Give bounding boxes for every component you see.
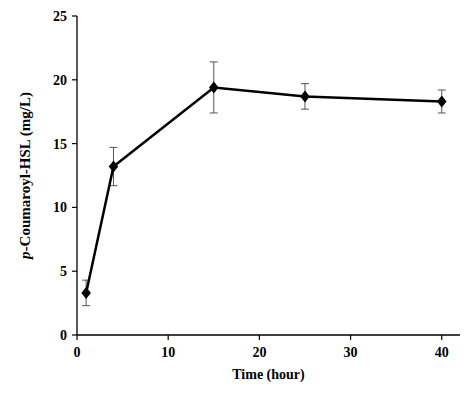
data-line: [86, 87, 442, 292]
y-tick: [72, 79, 77, 80]
error-bar: [210, 62, 218, 113]
data-point: [109, 161, 119, 173]
x-tick: [441, 335, 442, 340]
x-tick-label: 20: [252, 345, 266, 360]
error-bar: [301, 84, 309, 110]
y-tick: [72, 334, 77, 335]
y-tick-label: 15: [53, 137, 67, 152]
y-tick-label: 5: [60, 264, 67, 279]
x-tick: [168, 335, 169, 340]
x-tick: [259, 335, 260, 340]
data-point: [209, 81, 219, 93]
y-tick: [72, 15, 77, 16]
x-axis: [77, 334, 460, 335]
error-cap: [301, 109, 309, 110]
data-point: [300, 90, 310, 102]
x-tick: [350, 335, 351, 340]
data-point: [437, 95, 447, 107]
x-tick: [76, 335, 77, 340]
y-tick: [72, 207, 77, 208]
y-axis-label-part: -Coumaroyl-HSL (mg/L): [17, 92, 34, 251]
y-tick: [72, 143, 77, 144]
error-bar: [438, 90, 446, 113]
x-tick-label: 0: [74, 345, 81, 360]
y-tick-label: 0: [60, 328, 67, 343]
y-tick-label: 10: [53, 200, 67, 215]
error-cap: [109, 147, 117, 148]
y-axis-label: p-Coumaroyl-HSL (mg/L): [17, 92, 34, 261]
y-tick-label: 20: [53, 73, 67, 88]
x-axis-label: Time (hour): [232, 367, 305, 383]
y-tick-label: 25: [53, 9, 67, 24]
plot-area: [81, 62, 446, 306]
y-axis: [76, 16, 77, 335]
error-cap: [438, 90, 446, 91]
data-point: [81, 287, 91, 299]
error-cap: [438, 112, 446, 113]
y-tick: [72, 271, 77, 272]
error-cap: [210, 112, 218, 113]
y-axis-label-part: p: [17, 251, 33, 261]
error-cap: [210, 61, 218, 62]
error-cap: [301, 83, 309, 84]
x-tick-label: 40: [435, 345, 449, 360]
x-tick-label: 30: [344, 345, 358, 360]
error-cap: [82, 305, 90, 306]
x-tick-label: 10: [161, 345, 175, 360]
chart-svg: 0 5 10 15 20 25 0 10 20 30 40 Time (hour) p-Coumaroy…: [0, 0, 469, 416]
chart-container: 0 5 10 15 20 25 0 10 20 30 40 Time (hour) p-Coumaroy…: [0, 0, 469, 416]
